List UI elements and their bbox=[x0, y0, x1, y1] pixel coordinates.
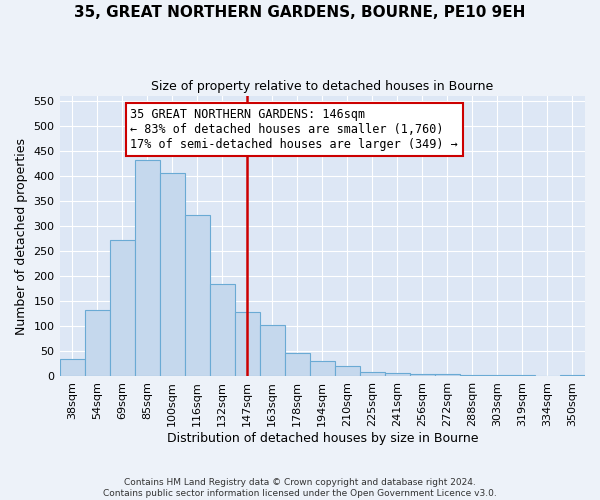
Bar bbox=[360, 372, 385, 376]
Bar bbox=[385, 373, 410, 376]
Bar bbox=[410, 374, 435, 376]
X-axis label: Distribution of detached houses by size in Bourne: Distribution of detached houses by size … bbox=[167, 432, 478, 445]
Bar bbox=[435, 374, 460, 376]
Bar bbox=[185, 215, 209, 376]
Bar bbox=[285, 354, 310, 376]
Title: Size of property relative to detached houses in Bourne: Size of property relative to detached ho… bbox=[151, 80, 493, 93]
Bar bbox=[335, 366, 360, 376]
Bar bbox=[59, 359, 85, 376]
Bar bbox=[134, 160, 160, 376]
Bar bbox=[110, 240, 134, 376]
Bar bbox=[209, 284, 235, 376]
Bar bbox=[160, 174, 185, 376]
Y-axis label: Number of detached properties: Number of detached properties bbox=[15, 138, 28, 334]
Bar bbox=[310, 362, 335, 376]
Bar bbox=[460, 375, 485, 376]
Bar bbox=[85, 310, 110, 376]
Text: 35 GREAT NORTHERN GARDENS: 146sqm
← 83% of detached houses are smaller (1,760)
1: 35 GREAT NORTHERN GARDENS: 146sqm ← 83% … bbox=[130, 108, 458, 151]
Bar bbox=[235, 312, 260, 376]
Bar bbox=[260, 325, 285, 376]
Text: Contains HM Land Registry data © Crown copyright and database right 2024.
Contai: Contains HM Land Registry data © Crown c… bbox=[103, 478, 497, 498]
Text: 35, GREAT NORTHERN GARDENS, BOURNE, PE10 9EH: 35, GREAT NORTHERN GARDENS, BOURNE, PE10… bbox=[74, 5, 526, 20]
